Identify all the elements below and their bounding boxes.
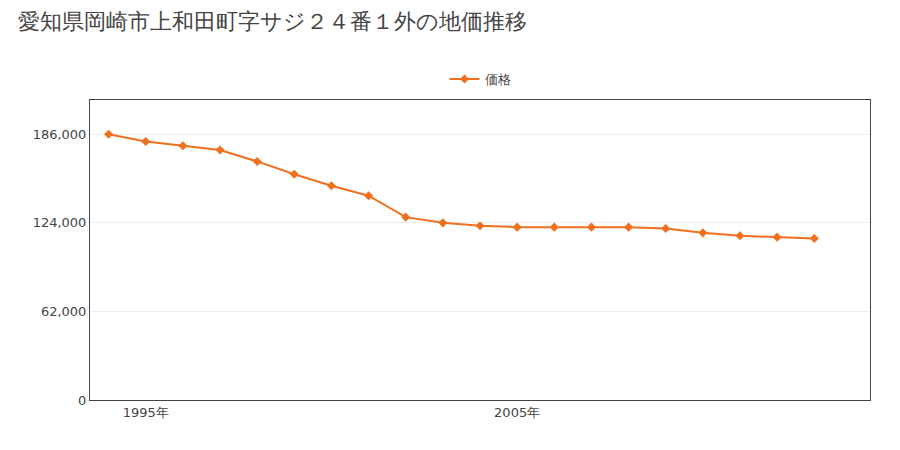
svg-text:124,000: 124,000: [33, 215, 87, 230]
svg-text:価格: 価格: [485, 72, 511, 87]
svg-text:愛知県岡崎市上和田町字サジ２４番１外の地価推移: 愛知県岡崎市上和田町字サジ２４番１外の地価推移: [18, 9, 527, 34]
svg-text:0: 0: [78, 393, 86, 408]
svg-text:62,000: 62,000: [41, 304, 87, 319]
svg-text:1995年: 1995年: [123, 405, 169, 420]
svg-text:2005年: 2005年: [494, 405, 540, 420]
svg-text:186,000: 186,000: [33, 127, 87, 142]
